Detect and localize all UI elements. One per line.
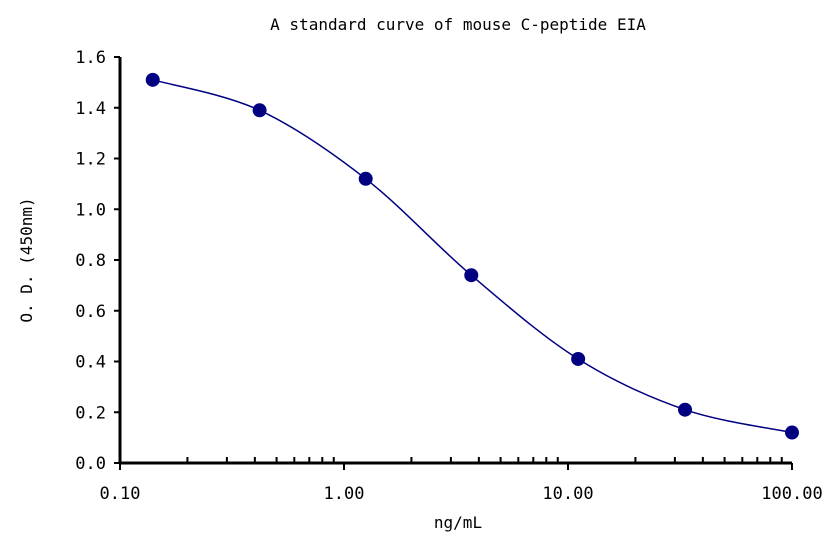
y-tick-label: 1.2 — [75, 150, 106, 170]
fit-curve — [152, 79, 793, 434]
data-points — [145, 72, 799, 440]
chart-title: A standard curve of mouse C-peptide EIA — [270, 15, 646, 34]
data-point — [252, 103, 267, 118]
data-point — [464, 268, 479, 283]
data-point — [785, 425, 799, 440]
y-tick-label: 1.6 — [75, 48, 106, 68]
data-point — [678, 402, 693, 417]
y-tick-label: 0.8 — [75, 251, 106, 271]
y-tick-label: 0.4 — [75, 353, 106, 373]
x-tick-label: 10.00 — [542, 484, 593, 504]
data-point — [571, 351, 586, 366]
x-ticks: 0.10 1.00 10.00 100.00 — [100, 457, 822, 504]
y-ticks: 0.0 0.2 0.4 0.6 0.8 1.0 1.2 1.4 1.6 — [75, 48, 120, 474]
x-tick-label: 0.10 — [100, 484, 141, 504]
x-axis-label: ng/mL — [434, 513, 482, 532]
data-point — [145, 72, 160, 87]
x-tick-label: 1.00 — [324, 484, 365, 504]
y-tick-label: 0.0 — [75, 454, 106, 474]
x-tick-label: 100.00 — [761, 484, 822, 504]
y-tick-label: 0.2 — [75, 403, 106, 423]
y-tick-label: 1.4 — [75, 99, 106, 119]
y-tick-label: 1.0 — [75, 200, 106, 220]
y-tick-label: 0.6 — [75, 302, 106, 322]
y-axis-label: O. D. (450nm) — [17, 197, 36, 322]
data-point — [358, 171, 373, 186]
